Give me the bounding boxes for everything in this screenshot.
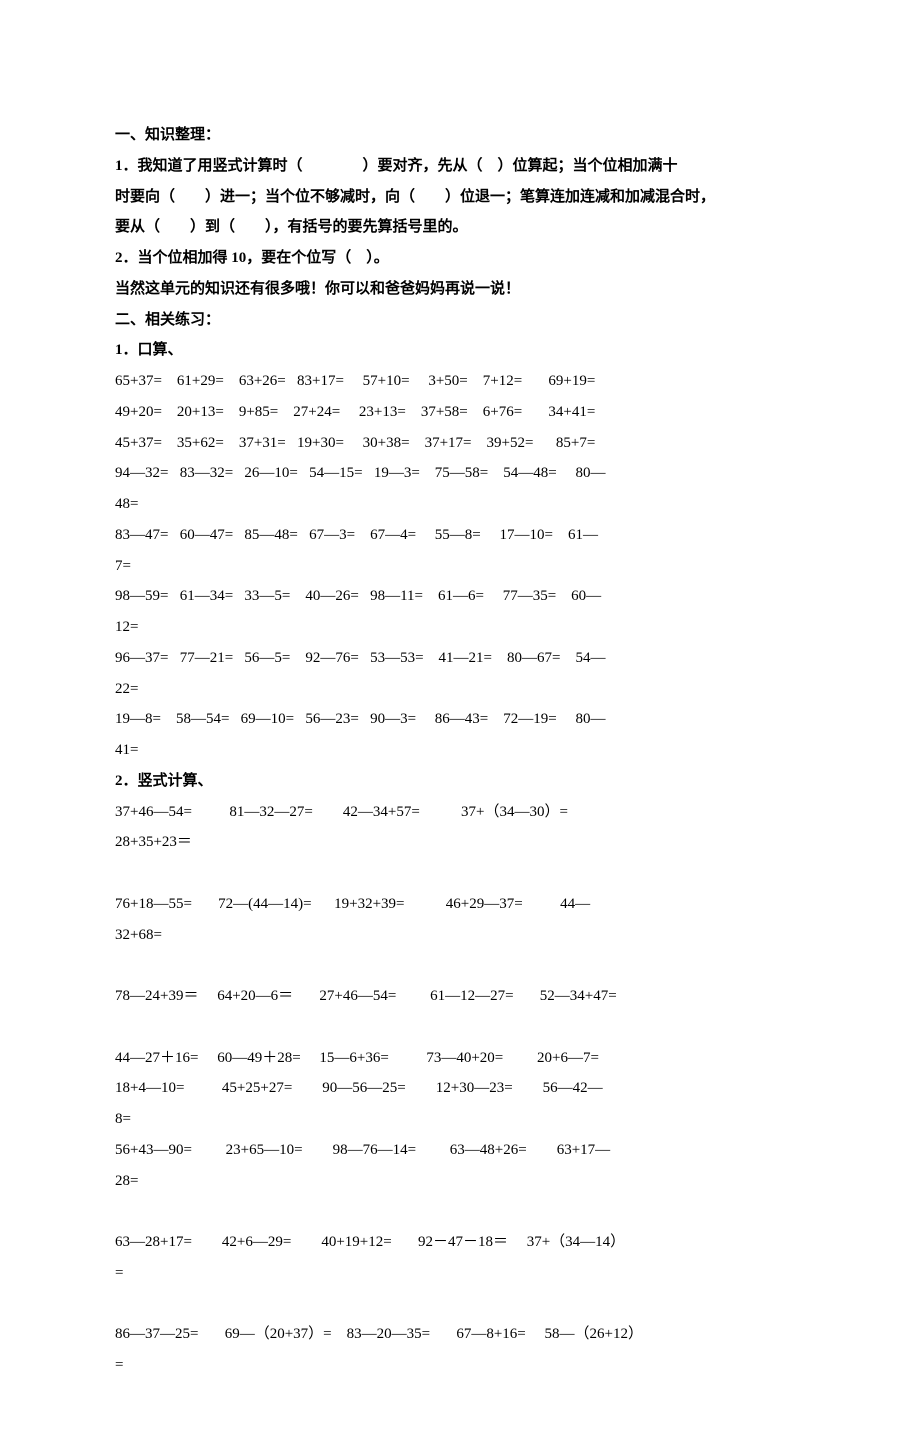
blank [115, 1012, 805, 1043]
mental-row-4: 94—32= 83—32= 26—10= 54—15= 19—3= 75—58=… [115, 458, 805, 489]
exercise2-title: 2．竖式计算、 [115, 766, 805, 797]
mental-row-2: 49+20= 20+13= 9+85= 27+24= 23+13= 37+58=… [115, 397, 805, 428]
vertical-row-5: 18+4—10= 45+25+27= 90—56—25= 12+30—23= 5… [115, 1073, 805, 1104]
vertical-row-2: 76+18—55= 72—(44—14)= 19+32+39= 46+29—37… [115, 889, 805, 920]
paragraph1-line1: 1．我知道了用竖式计算时（ ）要对齐，先从（ ）位算起；当个位相加满十 [115, 151, 805, 182]
section1-title: 一、知识整理： [115, 120, 805, 151]
blank [115, 1196, 805, 1227]
mental-row-3: 45+37= 35+62= 37+31= 19+30= 30+38= 37+17… [115, 428, 805, 459]
exercise1-title: 1．口算、 [115, 335, 805, 366]
vertical-row-6: 56+43—90= 23+65—10= 98—76—14= 63—48+26= … [115, 1135, 805, 1166]
blank [115, 1289, 805, 1320]
vertical-row-8b: = [115, 1350, 805, 1381]
blank [115, 858, 805, 889]
vertical-row-5b: 8= [115, 1104, 805, 1135]
section2-title: 二、相关练习： [115, 305, 805, 336]
mental-row-4b: 48= [115, 489, 805, 520]
mental-row-6b: 12= [115, 612, 805, 643]
mental-row-5b: 7= [115, 551, 805, 582]
paragraph2: 2．当个位相加得 10，要在个位写（ ）。 [115, 243, 805, 274]
paragraph3: 当然这单元的知识还有很多哦！你可以和爸爸妈妈再说一说！ [115, 274, 805, 305]
paragraph1-line3: 要从（ ）到（ ），有括号的要先算括号里的。 [115, 212, 805, 243]
worksheet-page: 一、知识整理： 1．我知道了用竖式计算时（ ）要对齐，先从（ ）位算起；当个位相… [0, 0, 920, 1441]
vertical-row-7b: = [115, 1258, 805, 1289]
mental-row-8: 19—8= 58—54= 69—10= 56—23= 90—3= 86—43= … [115, 704, 805, 735]
vertical-row-1b: 28+35+23＝ [115, 827, 805, 858]
mental-row-6: 98—59= 61—34= 33—5= 40—26= 98—11= 61—6= … [115, 581, 805, 612]
vertical-row-7: 63—28+17= 42+6—29= 40+19+12= 92－47－18＝ 3… [115, 1227, 805, 1258]
vertical-row-1: 37+46—54= 81—32—27= 42—34+57= 37+（34—30）… [115, 797, 805, 828]
mental-row-5: 83—47= 60—47= 85—48= 67—3= 67—4= 55—8= 1… [115, 520, 805, 551]
blank [115, 950, 805, 981]
vertical-row-6b: 28= [115, 1166, 805, 1197]
vertical-row-4: 44—27＋16= 60—49＋28= 15—6+36= 73—40+20= 2… [115, 1043, 805, 1074]
mental-row-7: 96—37= 77—21= 56—5= 92—76= 53—53= 41—21=… [115, 643, 805, 674]
vertical-row-2b: 32+68= [115, 920, 805, 951]
vertical-row-3: 78—24+39＝ 64+20—6＝ 27+46—54= 61—12—27= 5… [115, 981, 805, 1012]
mental-row-8b: 41= [115, 735, 805, 766]
mental-row-7b: 22= [115, 674, 805, 705]
mental-row-1: 65+37= 61+29= 63+26= 83+17= 57+10= 3+50=… [115, 366, 805, 397]
vertical-row-8: 86—37—25= 69—（20+37）= 83—20—35= 67—8+16=… [115, 1319, 805, 1350]
paragraph1-line2: 时要向（ ）进一；当个位不够减时，向（ ）位退一；笔算连加连减和加减混合时， [115, 182, 805, 213]
